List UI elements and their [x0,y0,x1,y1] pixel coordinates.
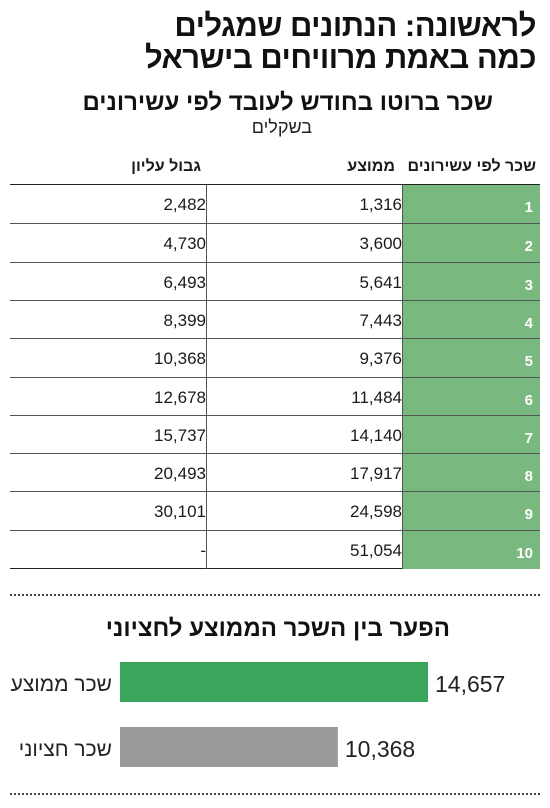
table-row: 30,101 24,598 9 [10,491,540,531]
cell-average-value: 5,641 [359,272,402,292]
cell-upper-bound: 6,493 [10,263,206,301]
cell-upper-bound-value: 6,493 [163,272,206,292]
cell-decile: 3 [402,262,540,301]
cell-average: 51,054 [206,530,402,569]
headline-line-2: כמה באמת מרוויחים בישראל [144,40,537,75]
cell-decile-number: 10 [516,544,533,562]
column-header-decile: שכר לפי עשירונים [407,158,536,175]
salary-deciles-table: 2,482 1,316 1 4,730 3,600 2 6,493 5,641 3 8,399 7,… [10,184,540,569]
cell-decile-number: 4 [524,314,533,332]
cell-average-value: 9,376 [359,349,402,369]
cell-upper-bound: 12,678 [10,378,206,416]
cell-decile: 4 [402,300,540,339]
cell-decile-number: 7 [524,429,533,447]
column-header-average: ממוצע [347,158,395,175]
cell-average: 11,484 [206,377,402,416]
cell-average: 1,316 [206,185,402,223]
cell-upper-bound-value: 12,678 [154,387,206,407]
table-row: 4,730 3,600 2 [10,223,540,263]
bottom-divider [10,793,540,795]
cell-average-value: 7,443 [359,310,402,330]
cell-average-value: 14,140 [350,425,402,445]
cell-decile-number: 1 [524,199,533,216]
bar-value-label: 14,657 [435,671,505,697]
cell-decile: 7 [402,415,540,454]
cell-average-value: 11,484 [351,387,402,407]
table-row: 6,493 5,641 3 [10,261,540,301]
cell-upper-bound-value: 8,399 [163,310,206,330]
table-row: 20,493 17,917 8 [10,453,540,493]
cell-upper-bound-value: 20,493 [154,464,206,484]
cell-upper-bound: 2,482 [10,185,206,223]
cell-upper-bound: 10,368 [10,339,206,377]
cell-decile: 2 [402,224,540,263]
cell-average: 9,376 [206,339,402,378]
cell-average-value: 3,600 [359,234,402,254]
bar-category-label: שכר חציוני [19,738,112,761]
table-row: 2,482 1,316 1 [10,185,540,223]
cell-upper-bound-value: 15,737 [154,425,206,445]
cell-average: 3,600 [206,224,402,263]
table-title: שכר ברוטו בחודש לעובד לפי עשירונים [82,89,493,116]
cell-decile: 1 [402,185,540,223]
cell-decile-number: 2 [524,238,533,256]
cell-average-value: 51,054 [350,540,402,560]
column-header-upper-bound: גבול עליון [131,158,201,175]
bar-value-label: 10,368 [345,736,415,762]
cell-upper-bound: 4,730 [10,224,206,262]
cell-upper-bound: 30,101 [10,492,206,530]
cell-decile-number: 6 [524,391,533,409]
table-row: - 51,054 10 [10,529,540,569]
bar-mean [120,662,428,702]
cell-decile: 8 [402,454,540,493]
headline-line-1: לראשונה: הנתונים שמגלים [174,8,536,43]
cell-decile-number: 3 [524,276,533,294]
cell-upper-bound: 8,399 [10,301,206,339]
cell-decile: 6 [402,377,540,416]
cell-upper-bound-value: - [200,540,206,560]
cell-average: 24,598 [206,492,402,531]
cell-upper-bound-value: 30,101 [154,502,206,522]
cell-average: 14,140 [206,415,402,454]
cell-decile-number: 8 [524,468,533,486]
table-subtitle: בשקלים [251,117,312,137]
bar-median [120,727,338,767]
cell-decile: 5 [402,339,540,378]
table-row: 15,737 14,140 7 [10,414,540,454]
cell-average-value: 17,917 [350,464,402,484]
cell-upper-bound-value: 10,368 [154,349,206,369]
table-row: 10,368 9,376 5 [10,338,540,378]
bar-category-label: שכר ממוצע [11,673,112,696]
cell-average: 7,443 [206,300,402,339]
cell-decile: 10 [402,530,540,569]
cell-decile-number: 5 [524,353,533,371]
table-row: 8,399 7,443 4 [10,299,540,339]
cell-average: 5,641 [206,262,402,301]
bar-chart-title: הפער בין השכר הממוצע לחציוני [105,615,450,642]
cell-average-value: 1,316 [359,195,402,214]
cell-average: 17,917 [206,454,402,493]
cell-average-value: 24,598 [350,502,402,522]
cell-upper-bound: - [10,531,206,569]
cell-upper-bound: 15,737 [10,416,206,454]
table-row: 12,678 11,484 6 [10,376,540,416]
cell-decile-number: 9 [524,506,533,524]
cell-upper-bound-value: 4,730 [163,234,206,254]
cell-decile: 9 [402,492,540,531]
section-divider [10,594,540,596]
cell-upper-bound-value: 2,482 [163,195,206,214]
cell-upper-bound: 20,493 [10,454,206,492]
